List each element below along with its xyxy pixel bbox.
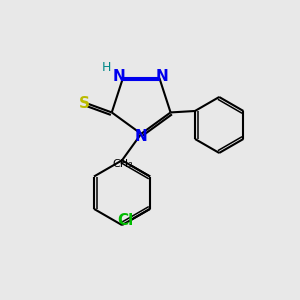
- Text: CH₃: CH₃: [112, 159, 133, 169]
- Text: Cl: Cl: [117, 214, 133, 229]
- Text: N: N: [155, 69, 168, 84]
- Text: N: N: [135, 129, 148, 144]
- Text: N: N: [113, 69, 126, 84]
- Text: S: S: [79, 96, 90, 111]
- Text: H: H: [102, 61, 112, 74]
